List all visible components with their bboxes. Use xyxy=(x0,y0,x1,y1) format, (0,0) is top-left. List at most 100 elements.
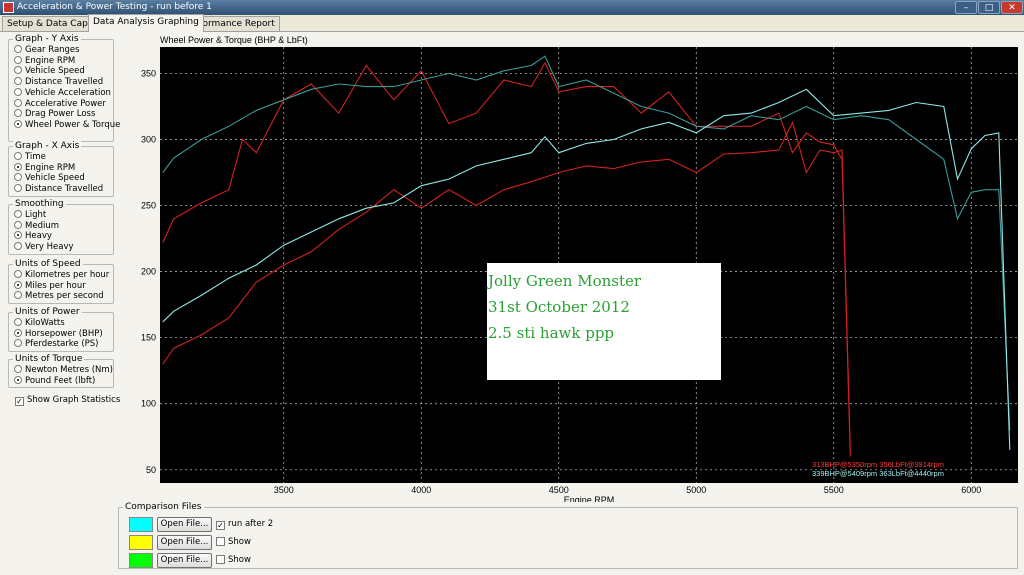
xaxis-option[interactable]: Distance Travelled xyxy=(14,184,103,195)
option-label: Metres per second xyxy=(25,291,104,302)
speed-option[interactable]: Kilometres per hour xyxy=(14,270,109,281)
checkbox-box[interactable] xyxy=(216,537,225,546)
x-tick-label: 5500 xyxy=(824,485,844,495)
yaxis-option[interactable]: Vehicle Acceleration xyxy=(14,87,111,99)
checkbox-box[interactable]: ✓ xyxy=(15,397,24,406)
yaxis-option[interactable]: Gear Ranges xyxy=(14,45,80,56)
smoothing-option[interactable]: Light xyxy=(14,210,46,221)
xaxis-option[interactable]: Time xyxy=(14,152,46,163)
y-tick-label: 300 xyxy=(141,134,156,144)
checkbox-box[interactable]: ✓ xyxy=(216,521,225,530)
option-label: Vehicle Speed xyxy=(25,66,85,77)
power-option[interactable]: Horsepower (BHP) xyxy=(14,328,103,340)
comparison-color-swatch[interactable] xyxy=(129,517,153,532)
option-label: Engine RPM xyxy=(25,55,76,66)
radio-button[interactable] xyxy=(14,365,22,373)
radio-button[interactable] xyxy=(14,318,22,326)
series-line-cyan_torque xyxy=(162,55,1011,431)
checkbox-box[interactable] xyxy=(216,555,225,564)
radio-button[interactable] xyxy=(14,152,22,160)
radio-button[interactable] xyxy=(14,242,22,251)
smoothing-option[interactable]: Very Heavy xyxy=(14,242,74,253)
comparison-color-swatch[interactable] xyxy=(129,535,153,550)
comparison-title: Comparison Files xyxy=(123,502,204,512)
speed-option[interactable]: Metres per second xyxy=(14,291,104,302)
speed-option[interactable]: Miles per hour xyxy=(14,280,86,292)
yaxis-option[interactable]: Engine RPM xyxy=(14,55,76,67)
radio-button[interactable] xyxy=(14,45,22,53)
radio-button[interactable] xyxy=(14,231,22,240)
watermark-line-1: Jolly Green Monster xyxy=(488,272,642,290)
radio-button[interactable] xyxy=(14,55,22,64)
maximize-button[interactable]: □ xyxy=(978,1,1000,14)
open-file-button[interactable]: Open File... xyxy=(157,517,212,532)
option-label: KiloWatts xyxy=(25,318,65,328)
series-line-red_power xyxy=(162,120,851,451)
radio-button[interactable] xyxy=(14,87,22,96)
yaxis-option[interactable]: Drag Power Loss xyxy=(14,109,95,120)
watermark-line-2: 31st October 2012 xyxy=(488,298,630,316)
radio-button[interactable] xyxy=(14,280,22,289)
series-line-red_torque xyxy=(162,61,851,457)
smoothing-option[interactable]: Medium xyxy=(14,220,59,232)
radio-button[interactable] xyxy=(14,291,22,300)
radio-button[interactable] xyxy=(14,98,22,107)
x-tick-label: 3500 xyxy=(274,485,294,495)
radio-button[interactable] xyxy=(14,328,22,337)
yaxis-option[interactable]: Vehicle Speed xyxy=(14,66,85,77)
option-label: Light xyxy=(25,210,47,220)
open-file-button[interactable]: Open File... xyxy=(157,535,212,550)
radio-button[interactable] xyxy=(14,339,22,348)
open-file-button[interactable]: Open File... xyxy=(157,553,212,568)
show-graph-statistics-checkbox[interactable]: ✓ Show Graph Statistics xyxy=(15,395,120,406)
option-label: Very Heavy xyxy=(25,242,74,253)
comparison-show-checkbox[interactable]: Show xyxy=(216,536,251,548)
comparison-show-checkbox[interactable]: Show xyxy=(216,554,251,566)
option-label: Wheel Power & Torque xyxy=(25,119,121,130)
group-title: Units of Torque xyxy=(13,354,85,364)
comparison-color-swatch[interactable] xyxy=(129,553,153,568)
radio-button[interactable] xyxy=(14,270,22,278)
y-tick-label: 150 xyxy=(141,333,156,343)
tab-data-analysis[interactable]: Data Analysis Graphing xyxy=(88,14,204,32)
x-tick-label: 6000 xyxy=(961,485,981,495)
yaxis-option[interactable]: Distance Travelled xyxy=(14,77,103,88)
radio-button[interactable] xyxy=(14,184,22,193)
group-title: Units of Power xyxy=(13,307,82,317)
comparison-files-panel: Comparison Files Open File... ✓ run after … xyxy=(118,502,1018,569)
comparison-check-label: run after 2 xyxy=(228,519,274,529)
radio-button[interactable] xyxy=(14,119,22,128)
option-label: Medium xyxy=(25,220,59,231)
radio-button[interactable] xyxy=(14,173,22,182)
graph-statistic: 313BHP@5350rpm 356LbFt@3914rpm xyxy=(812,460,944,469)
y-tick-label: 50 xyxy=(146,465,156,475)
window-title: Acceleration & Power Testing - run befor… xyxy=(17,2,212,12)
torque-option[interactable]: Newton Metres (Nm) xyxy=(14,365,113,376)
group-title: Graph - Y Axis xyxy=(13,34,81,44)
radio-button[interactable] xyxy=(14,109,22,118)
yaxis-option[interactable]: Accelerative Power xyxy=(14,98,106,110)
radio-button[interactable] xyxy=(14,220,22,229)
radio-button[interactable] xyxy=(14,375,22,384)
option-label: Pferdestarke (PS) xyxy=(25,339,99,350)
radio-button[interactable] xyxy=(14,77,22,86)
xaxis-option[interactable]: Engine RPM xyxy=(14,162,75,174)
radio-button[interactable] xyxy=(14,66,22,75)
smoothing-option[interactable]: Heavy xyxy=(14,231,52,242)
y-tick-label: 350 xyxy=(141,68,156,78)
main-panel: Graph - Y Axis Gear Ranges Engine RPM Vehi… xyxy=(0,31,1024,575)
x-axis-label: Engine RPM xyxy=(564,495,615,502)
xaxis-option[interactable]: Vehicle Speed xyxy=(14,173,85,184)
power-option[interactable]: KiloWatts xyxy=(14,318,65,329)
group-units-torque: Units of Torque Newton Metres (Nm) Pound … xyxy=(8,354,114,388)
title-bar: Acceleration & Power Testing - run befor… xyxy=(0,0,1024,15)
torque-option[interactable]: Pound Feet (lbft) xyxy=(14,375,95,387)
radio-button[interactable] xyxy=(14,210,22,218)
comparison-show-checkbox[interactable]: ✓ run after 2 xyxy=(216,518,273,530)
yaxis-option[interactable]: Wheel Power & Torque xyxy=(14,119,121,131)
power-option[interactable]: Pferdestarke (PS) xyxy=(14,339,99,350)
radio-button[interactable] xyxy=(14,162,22,171)
minimize-button[interactable]: – xyxy=(955,1,977,14)
y-tick-label: 200 xyxy=(141,267,156,277)
close-button[interactable]: ✕ xyxy=(1001,1,1023,14)
